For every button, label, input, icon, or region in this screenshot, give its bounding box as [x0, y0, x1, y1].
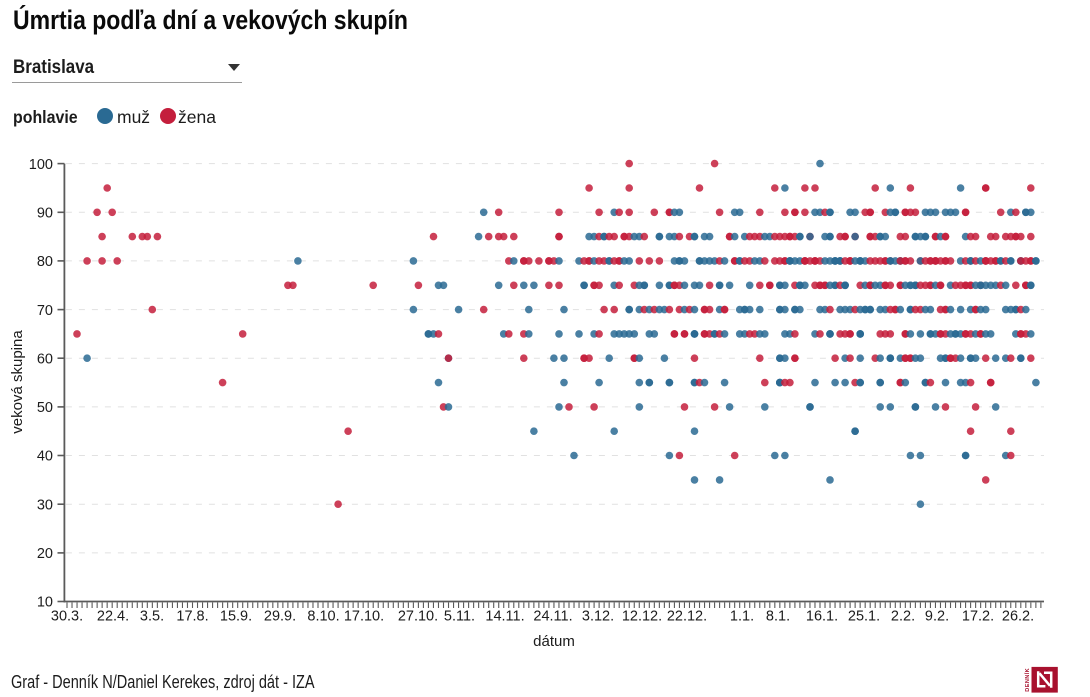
- svg-text:16.1.: 16.1.: [806, 609, 838, 625]
- svg-text:22.12.: 22.12.: [667, 609, 707, 625]
- svg-text:8.10.: 8.10.: [307, 609, 339, 625]
- svg-text:9.2.: 9.2.: [925, 609, 949, 625]
- svg-text:100: 100: [29, 157, 53, 173]
- svg-text:90: 90: [37, 206, 53, 222]
- svg-text:3.5.: 3.5.: [140, 609, 164, 625]
- svg-text:DENNÍK: DENNÍK: [1023, 668, 1031, 692]
- svg-text:20: 20: [37, 546, 53, 562]
- svg-text:24.11.: 24.11.: [533, 609, 572, 625]
- svg-text:80: 80: [37, 254, 53, 270]
- svg-text:17.8.: 17.8.: [176, 609, 208, 625]
- svg-text:3.12.: 3.12.: [582, 609, 614, 625]
- svg-text:22.4.: 22.4.: [97, 609, 129, 625]
- svg-text:15.9.: 15.9.: [220, 609, 252, 625]
- svg-text:10: 10: [37, 595, 53, 611]
- svg-text:dátum: dátum: [533, 633, 575, 650]
- svg-text:17.2.: 17.2.: [962, 609, 994, 625]
- svg-text:5.11.: 5.11.: [444, 609, 475, 625]
- svg-text:30: 30: [37, 497, 53, 513]
- svg-text:60: 60: [37, 351, 53, 367]
- svg-text:29.9.: 29.9.: [264, 609, 296, 625]
- svg-text:27.10.: 27.10.: [398, 609, 438, 625]
- svg-text:30.3.: 30.3.: [51, 609, 83, 625]
- svg-text:50: 50: [37, 400, 53, 416]
- svg-text:veková skupina: veková skupina: [9, 330, 26, 434]
- svg-text:25.1.: 25.1.: [848, 609, 880, 625]
- svg-text:26.2.: 26.2.: [1002, 609, 1034, 625]
- svg-text:40: 40: [37, 449, 53, 465]
- svg-text:1.1.: 1.1.: [730, 609, 754, 625]
- svg-text:8.1.: 8.1.: [766, 609, 790, 625]
- svg-text:14.11.: 14.11.: [485, 609, 524, 625]
- svg-text:2.2.: 2.2.: [891, 609, 915, 625]
- svg-text:17.10.: 17.10.: [344, 609, 384, 625]
- svg-text:12.12.: 12.12.: [622, 609, 662, 625]
- svg-text:70: 70: [37, 303, 53, 319]
